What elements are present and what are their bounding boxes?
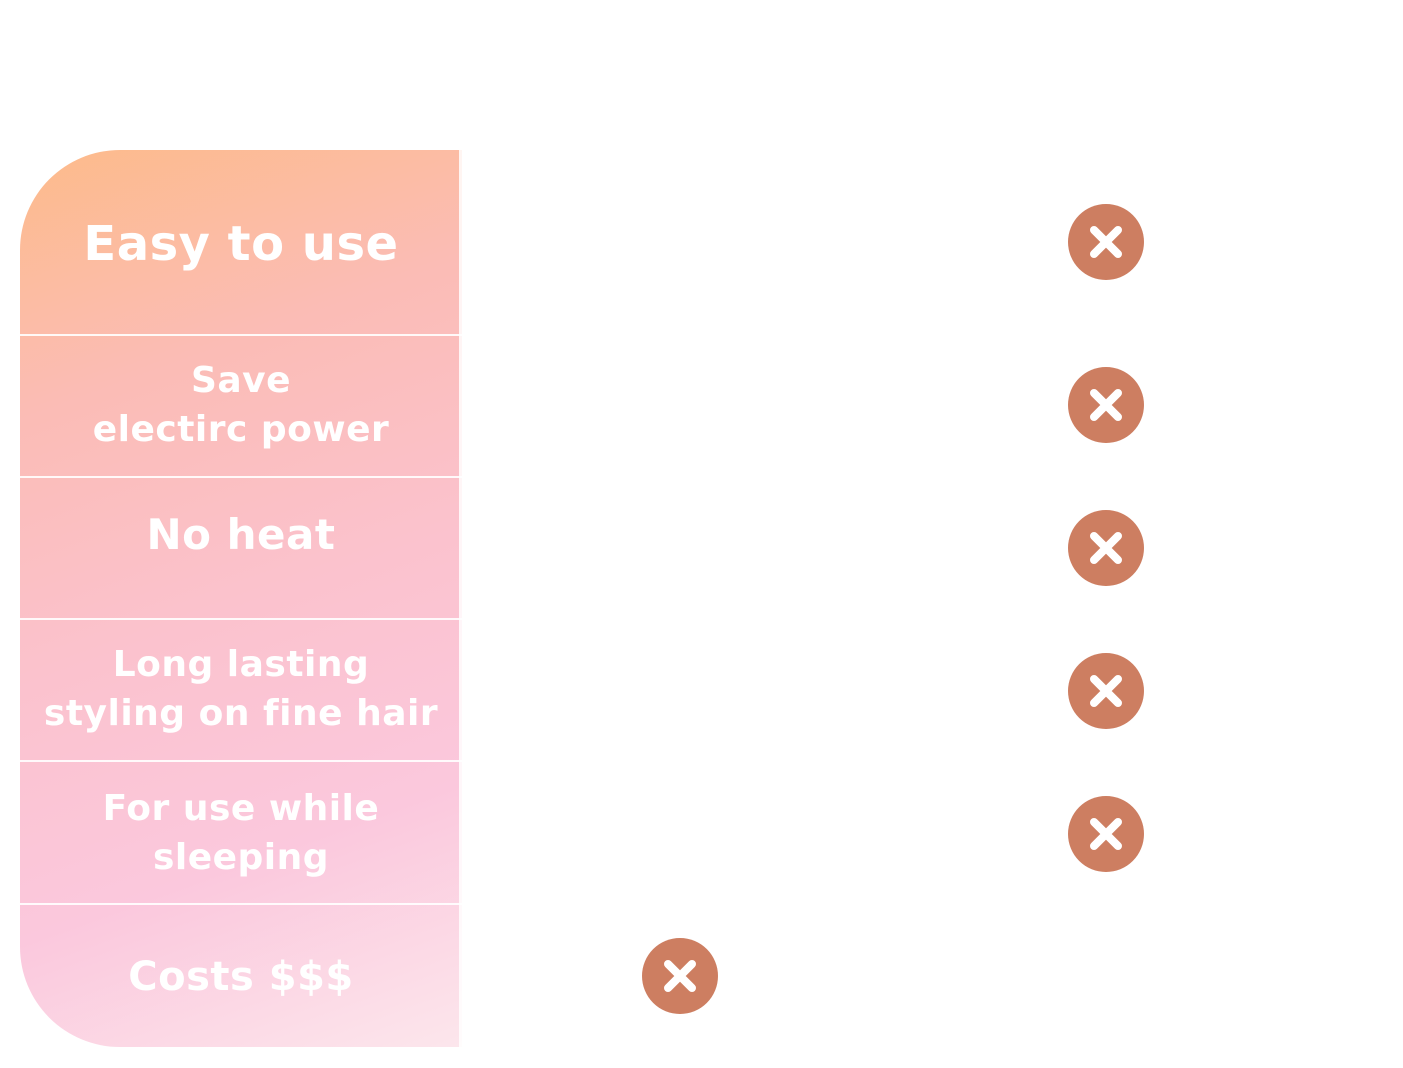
feature-row-costs: Costs $$$ — [20, 903, 462, 1047]
feature-label: Long lasting styling on fine hair — [43, 643, 439, 734]
x-circle-icon — [1068, 510, 1144, 586]
x-circle-icon — [1068, 796, 1144, 872]
feature-label: Save electirc power — [92, 359, 390, 450]
feature-row-long-lasting: Long lasting styling on fine hair — [20, 618, 462, 760]
x-circle-icon — [642, 938, 718, 1014]
feature-row-easy-to-use: Easy to use — [20, 150, 462, 334]
x-circle-icon — [1068, 653, 1144, 729]
feature-label: Easy to use — [83, 216, 399, 272]
x-circle-icon — [1068, 367, 1144, 443]
feature-column: Easy to use Save electirc power No heat … — [20, 150, 462, 1047]
feature-label: Costs $$$ — [128, 954, 354, 1000]
feature-row-no-heat: No heat — [20, 476, 462, 618]
feature-label: No heat — [146, 510, 336, 559]
feature-label: For use while sleeping — [102, 787, 380, 878]
x-circle-icon — [1068, 204, 1144, 280]
feature-row-sleeping: For use while sleeping — [20, 760, 462, 903]
feature-row-save-power: Save electirc power — [20, 334, 462, 476]
